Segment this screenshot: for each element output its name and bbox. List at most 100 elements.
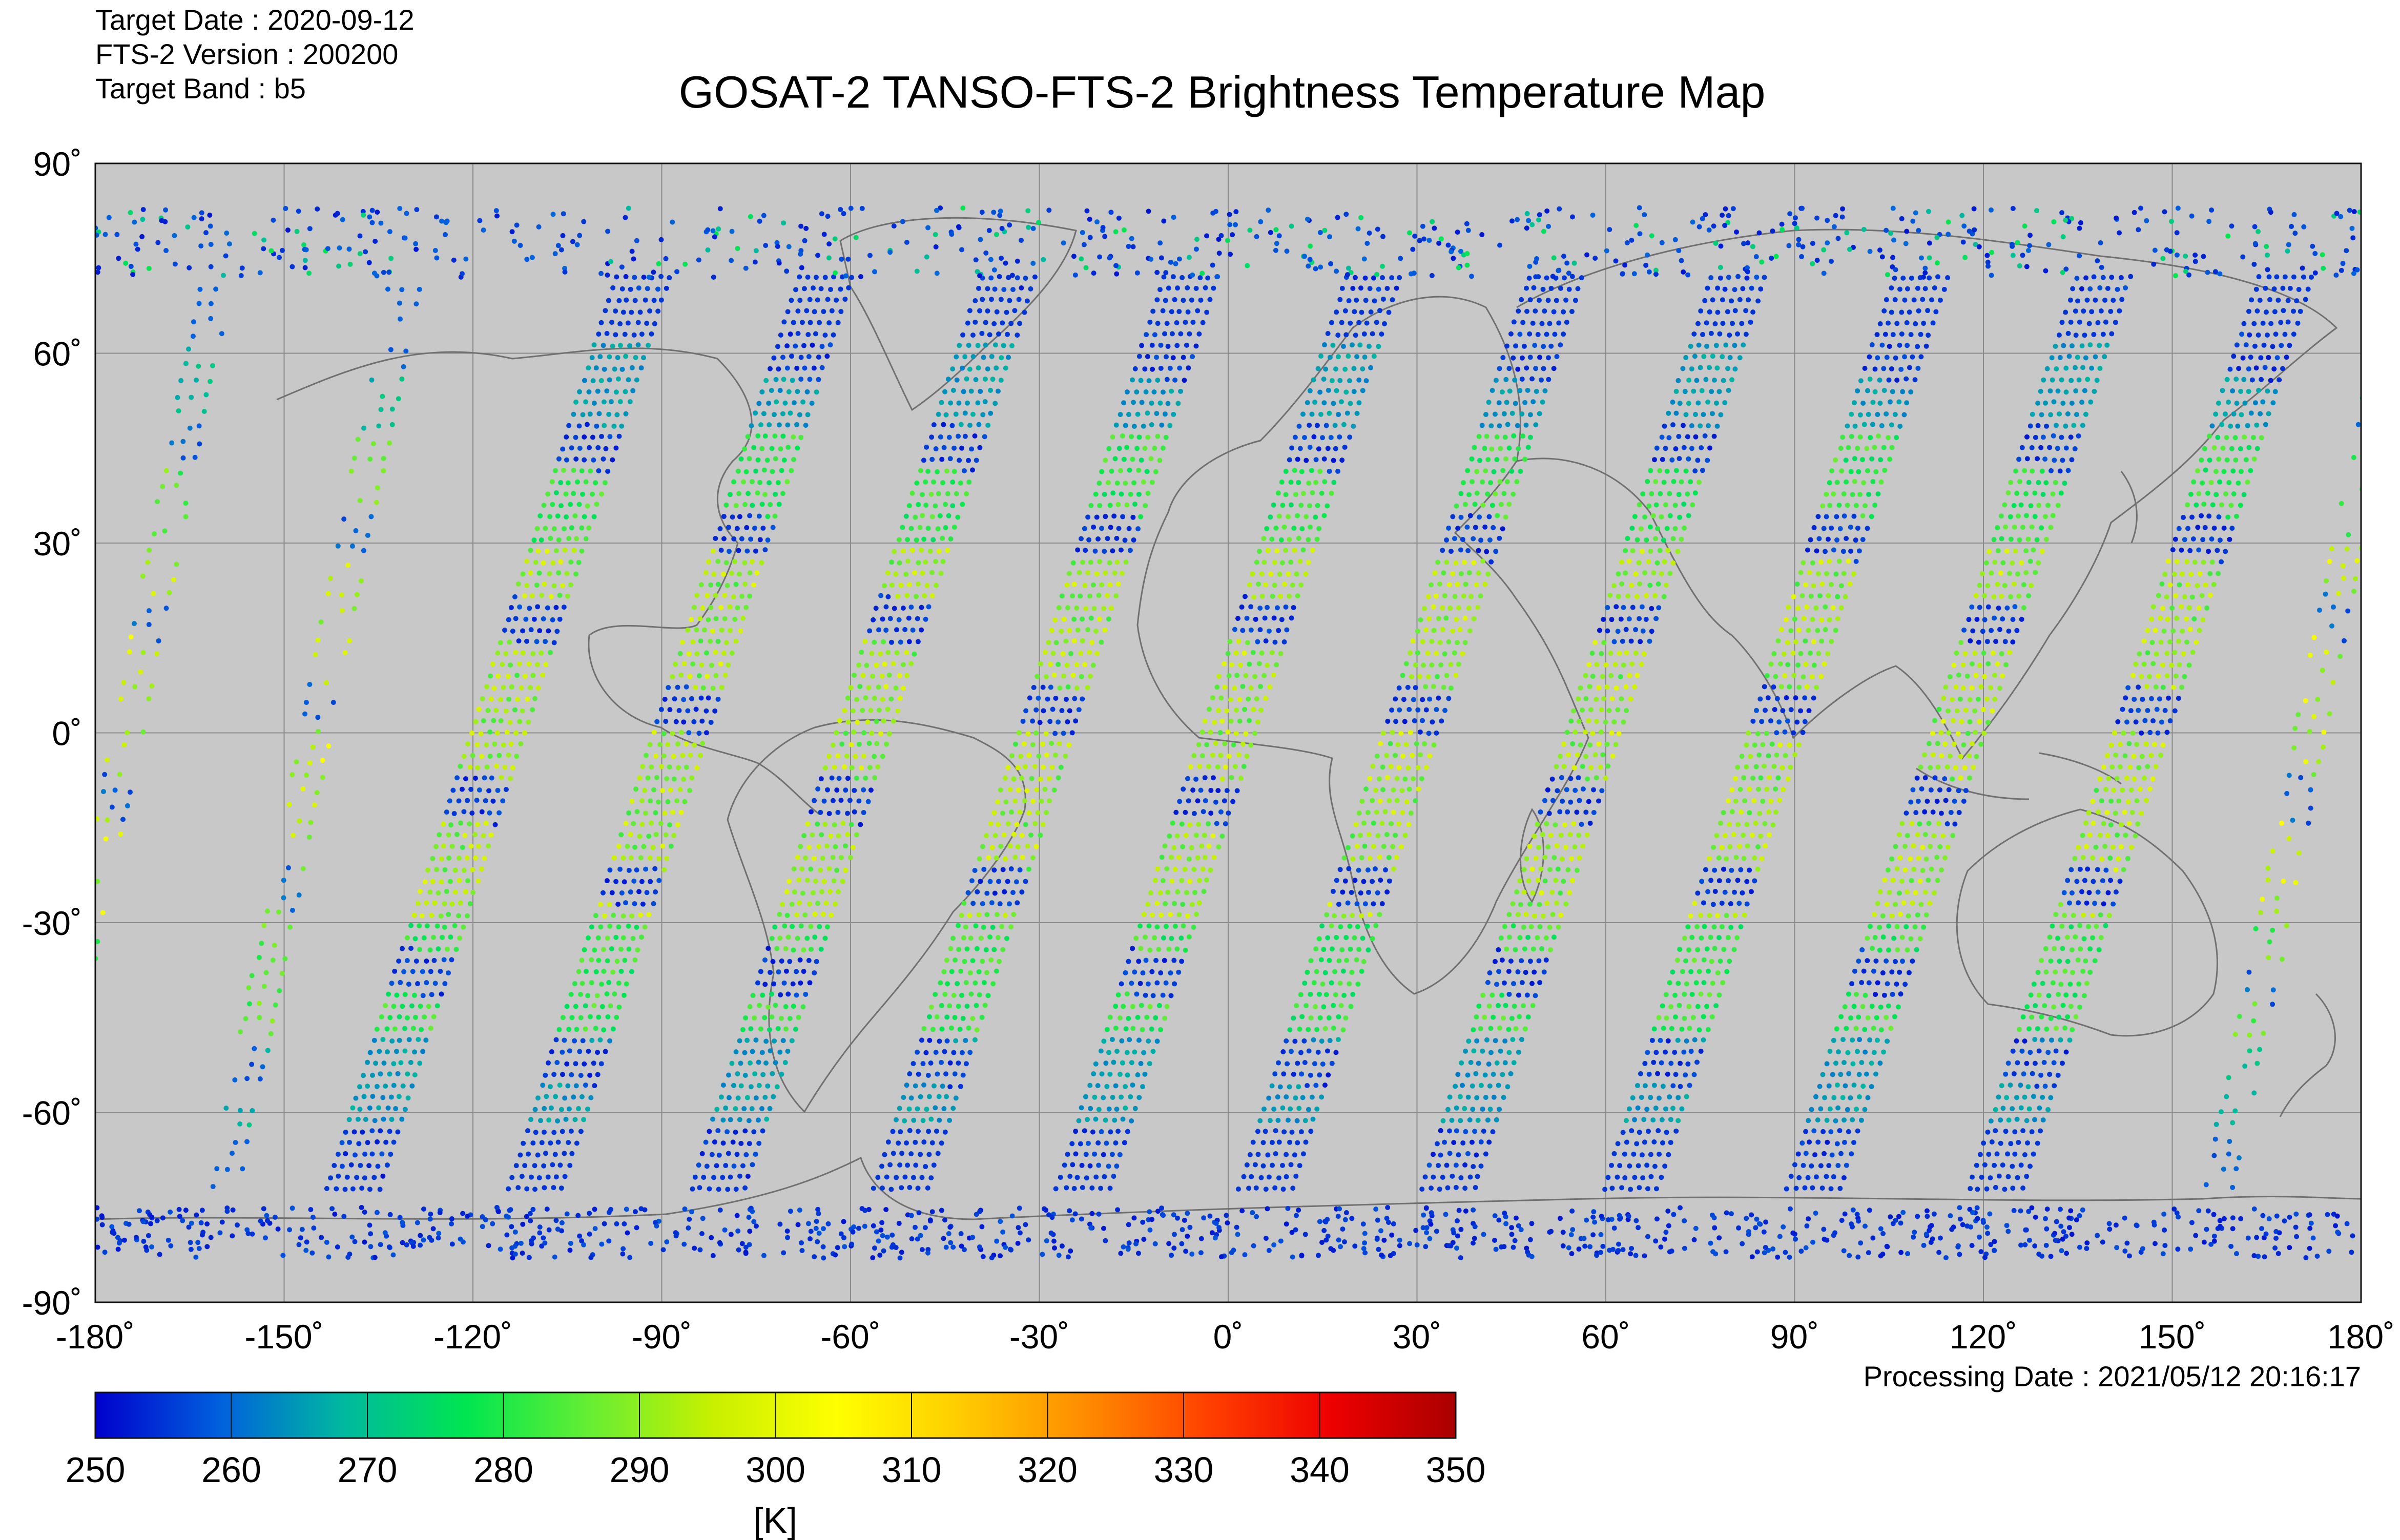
observation-point [1750, 718, 1756, 724]
observation-point [1083, 606, 1089, 611]
observation-point [1718, 820, 1723, 826]
observation-point [966, 480, 972, 485]
observation-point [1801, 616, 1807, 621]
observation-point [602, 366, 607, 372]
observation-point [823, 900, 829, 906]
observation-point [1892, 412, 1898, 418]
observation-point [1735, 822, 1741, 827]
observation-point [762, 1094, 768, 1100]
observation-point [926, 1094, 932, 1099]
observation-point [578, 1015, 584, 1021]
observation-point [948, 1025, 954, 1031]
observation-point [596, 468, 602, 474]
observation-point [1619, 1185, 1625, 1191]
observation-point [1636, 1163, 1641, 1169]
observation-point [105, 817, 110, 823]
observation-point [1755, 731, 1761, 737]
observation-point [47, 1047, 52, 1052]
observation-point [1144, 332, 1149, 338]
observation-point [607, 434, 613, 440]
observation-point [960, 1015, 966, 1021]
observation-point [1396, 765, 1402, 771]
observation-point [1337, 378, 1343, 383]
observation-point [1134, 446, 1140, 451]
observation-point [522, 730, 527, 736]
observation-point [1085, 1140, 1091, 1146]
observation-point [315, 729, 321, 734]
observation-point [1742, 912, 1747, 918]
observation-point [1892, 297, 1898, 303]
observation-point [591, 400, 597, 406]
observation-point [1522, 946, 1527, 952]
observation-point [520, 708, 525, 714]
observation-point [898, 1129, 903, 1135]
observation-point [1142, 366, 1148, 372]
observation-point [771, 981, 777, 987]
observation-point [506, 752, 511, 758]
observation-point [272, 943, 277, 948]
observation-point [306, 835, 312, 840]
observation-point [1018, 754, 1023, 759]
observation-point [1070, 560, 1076, 566]
observation-point [1716, 992, 1722, 998]
observation-point [1350, 285, 1356, 291]
observation-point [800, 1004, 806, 1010]
observation-point [987, 934, 993, 940]
observation-point [1093, 1061, 1099, 1067]
observation-point [652, 866, 658, 871]
observation-point [1827, 617, 1832, 622]
observation-point [966, 343, 971, 348]
observation-point [1032, 764, 1038, 769]
observation-point [1393, 833, 1398, 838]
observation-point [1346, 353, 1351, 359]
observation-point [578, 1129, 584, 1134]
observation-point [970, 1015, 976, 1021]
observation-point [561, 526, 567, 532]
observation-point [2086, 321, 2092, 326]
observation-point [1289, 615, 1294, 621]
observation-point [1155, 321, 1161, 326]
observation-point [759, 389, 765, 395]
observation-point [2079, 400, 2085, 405]
observation-point [831, 274, 837, 280]
observation-point [1251, 594, 1257, 600]
observation-point [1008, 924, 1014, 930]
observation-point [940, 1084, 945, 1089]
observation-point [884, 1174, 889, 1180]
observation-point [895, 593, 901, 599]
observation-point [1164, 321, 1170, 326]
observation-point [896, 617, 902, 622]
observation-point [671, 754, 676, 759]
observation-point [399, 946, 405, 951]
observation-point [1568, 799, 1574, 805]
observation-point [574, 1027, 580, 1032]
observation-point [249, 1062, 255, 1067]
observation-point [1503, 514, 1508, 520]
observation-point [1368, 309, 1374, 315]
observation-point [1713, 343, 1719, 348]
observation-point [1533, 856, 1539, 861]
observation-point [1394, 776, 1400, 781]
observation-point [775, 344, 780, 349]
observation-point [860, 673, 866, 678]
observation-point [615, 355, 620, 360]
observation-point [778, 1015, 784, 1021]
observation-point [1114, 559, 1120, 565]
observation-point [1169, 935, 1174, 941]
observation-point [1111, 1174, 1116, 1179]
observation-point [1091, 1071, 1096, 1077]
observation-point [821, 798, 827, 804]
observation-point [753, 1095, 759, 1101]
observation-point [1468, 594, 1474, 599]
observation-point [632, 275, 637, 280]
observation-point [983, 342, 988, 348]
observation-point [370, 441, 376, 446]
observation-point [506, 696, 512, 702]
observation-point [618, 969, 624, 974]
observation-point [789, 468, 794, 473]
observation-point [579, 468, 585, 474]
observation-point [2077, 319, 2082, 325]
observation-point [697, 616, 703, 621]
observation-point [604, 388, 610, 394]
observation-point [1327, 355, 1333, 360]
